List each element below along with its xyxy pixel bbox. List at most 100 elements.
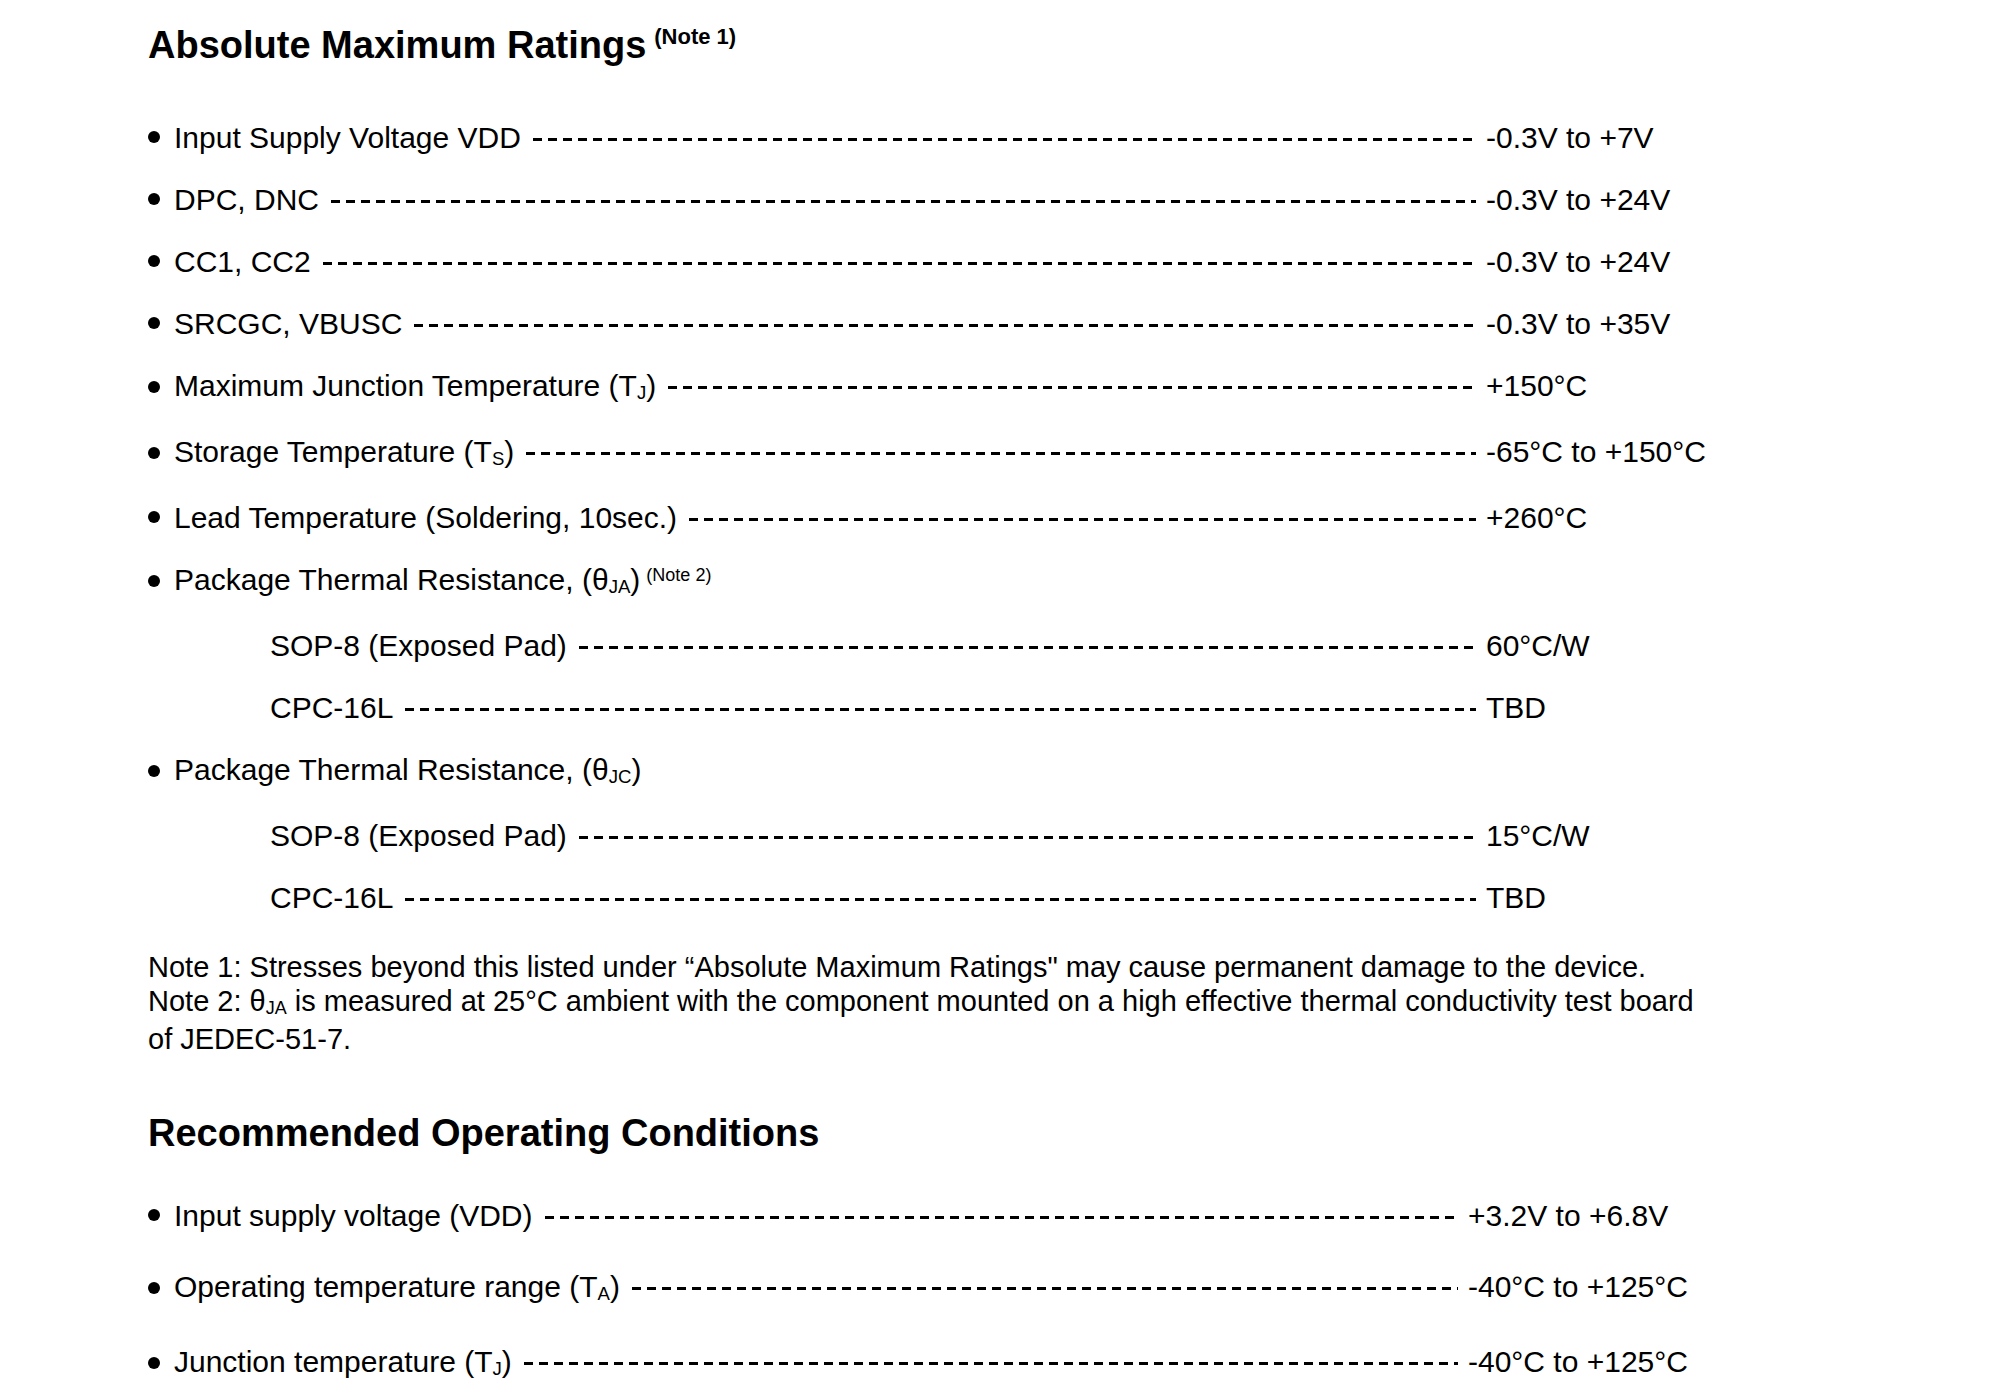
subscript-text: JA [609, 576, 631, 597]
notes-block: Note 1: Stresses beyond this listed unde… [148, 950, 1816, 1056]
dash-leader [414, 308, 1476, 340]
rating-row: CPC-16L TBD [270, 882, 1816, 914]
rating-row: CC1, CC2 -0.3V to +24V [148, 246, 1816, 278]
dash-leader [668, 370, 1476, 406]
bullet-icon [148, 317, 160, 329]
rating-label: Input Supply Voltage VDD [174, 122, 521, 154]
label-text: of JEDEC-51-7. [148, 1023, 351, 1055]
rating-label: Operating temperature range (TA) [174, 1271, 620, 1307]
label-text: CPC-16L [270, 691, 393, 724]
rating-row: Package Thermal Resistance, (θJA) (Note 2… [148, 564, 1816, 600]
rating-label: CC1, CC2 [174, 246, 311, 278]
bullet-icon [148, 1209, 160, 1221]
rating-value: TBD [1486, 692, 1816, 724]
note-line: Note 2: θJA is measured at 25°C ambient … [148, 984, 1816, 1022]
rating-label: Package Thermal Resistance, (θJC) [174, 754, 641, 790]
ratings-list: Input supply voltage (VDD) +3.2V to +6.8V… [148, 1200, 1816, 1382]
rating-row: DPC, DNC -0.3V to +24V [148, 184, 1816, 216]
rating-label: CPC-16L [270, 882, 393, 914]
section-title: Absolute Maximum Ratings (Note 1) [148, 22, 1816, 74]
rating-label: Lead Temperature (Soldering, 10sec.) [174, 502, 677, 534]
note-line: Note 1: Stresses beyond this listed unde… [148, 950, 1816, 984]
rating-value: +3.2V to +6.8V [1468, 1200, 1816, 1232]
label-text: Junction temperature (T [174, 1345, 492, 1378]
bullet-icon [148, 193, 160, 205]
dash-leader [579, 820, 1476, 852]
bullet-icon [148, 1282, 160, 1294]
label-text: Lead Temperature (Soldering, 10sec.) [174, 501, 677, 534]
label-text: ) [610, 1270, 620, 1303]
label-text: CPC-16L [270, 881, 393, 914]
subscript-text: A [598, 1283, 610, 1304]
subscript-text: J [637, 382, 646, 403]
rating-label: Package Thermal Resistance, (θJA) (Note 2… [174, 564, 711, 600]
rating-value: -0.3V to +35V [1486, 308, 1816, 340]
label-text: Input supply voltage (VDD) [174, 1199, 533, 1232]
rating-row: Package Thermal Resistance, (θJC) [148, 754, 1816, 790]
label-text: DPC, DNC [174, 183, 319, 216]
rating-value: +260°C [1486, 502, 1816, 534]
label-text: SOP-8 (Exposed Pad) [270, 819, 567, 852]
rating-value: -0.3V to +24V [1486, 246, 1816, 278]
rating-label: DPC, DNC [174, 184, 319, 216]
rating-label: SOP-8 (Exposed Pad) [270, 630, 567, 662]
dash-leader [323, 246, 1476, 278]
dash-leader [331, 184, 1476, 216]
rating-row: Maximum Junction Temperature (TJ)+150°C [148, 370, 1816, 406]
label-text: SOP-8 (Exposed Pad) [270, 629, 567, 662]
label-text: is measured at 25°C ambient with the com… [287, 985, 1694, 1017]
label-text: Package Thermal Resistance, (θ [174, 753, 609, 786]
dash-leader [689, 502, 1476, 534]
rating-value: -0.3V to +24V [1486, 184, 1816, 216]
bullet-icon [148, 447, 160, 459]
label-text: ) [646, 369, 656, 402]
bullet-icon [148, 575, 160, 587]
dash-leader [533, 122, 1476, 154]
rating-value: -65°C to +150°C [1486, 436, 1816, 468]
label-text: Note 1: Stresses beyond this listed unde… [148, 951, 1646, 983]
note-line: of JEDEC-51-7. [148, 1022, 1816, 1056]
section-roc: Recommended Operating Conditions Input su… [148, 1110, 1816, 1382]
rating-row: SRCGC, VBUSC -0.3V to +35V [148, 308, 1816, 340]
bullet-icon [148, 255, 160, 267]
subscript-text: S [492, 448, 504, 469]
rating-label: Junction temperature (TJ) [174, 1346, 512, 1382]
ratings-list: Input Supply Voltage VDD -0.3V to +7V DPC,… [148, 122, 1816, 914]
label-text: ) [630, 563, 640, 596]
rating-label: Storage Temperature (TS) [174, 436, 514, 472]
rating-label: SOP-8 (Exposed Pad) [270, 820, 567, 852]
section-title-text: Recommended Operating Conditions [148, 1112, 819, 1154]
rating-value: -40°C to +125°C [1468, 1271, 1816, 1303]
subscript-text: J [492, 1358, 501, 1379]
rating-row: Junction temperature (TJ) -40°C to +125°C [148, 1346, 1816, 1382]
dash-leader [526, 436, 1476, 472]
rating-row: Storage Temperature (TS) -65°C to +150°C [148, 436, 1816, 472]
section-title-text: Absolute Maximum Ratings [148, 24, 646, 66]
label-text: ) [504, 435, 514, 468]
rating-label: Input supply voltage (VDD) [174, 1200, 533, 1232]
label-text: ) [631, 753, 641, 786]
rating-label: SRCGC, VBUSC [174, 308, 402, 340]
rating-row: Input Supply Voltage VDD -0.3V to +7V [148, 122, 1816, 154]
rating-value: -40°C to +125°C [1468, 1346, 1816, 1378]
rating-row: Input supply voltage (VDD) +3.2V to +6.8V [148, 1200, 1816, 1232]
label-text: Package Thermal Resistance, (θ [174, 563, 609, 596]
rating-row: Operating temperature range (TA) -40°C to… [148, 1271, 1816, 1307]
rating-value: -0.3V to +7V [1486, 122, 1816, 154]
title-note-ref: (Note 1) [654, 24, 736, 49]
dash-leader [632, 1271, 1458, 1307]
note-ref-superscript: (Note 2) [646, 565, 711, 585]
dash-leader [405, 882, 1476, 914]
label-text: Operating temperature range (T [174, 1270, 598, 1303]
label-text: SRCGC, VBUSC [174, 307, 402, 340]
bullet-icon [148, 131, 160, 143]
rating-value: TBD [1486, 882, 1816, 914]
rating-value: 15°C/W [1486, 820, 1816, 852]
rating-label: CPC-16L [270, 692, 393, 724]
bullet-icon [148, 1357, 160, 1369]
section-amr: Absolute Maximum Ratings (Note 1) Input Su… [148, 22, 1816, 1056]
label-text: ) [502, 1345, 512, 1378]
bullet-icon [148, 381, 160, 393]
subscript-text: JC [609, 766, 632, 787]
label-text: Input Supply Voltage VDD [174, 121, 521, 154]
